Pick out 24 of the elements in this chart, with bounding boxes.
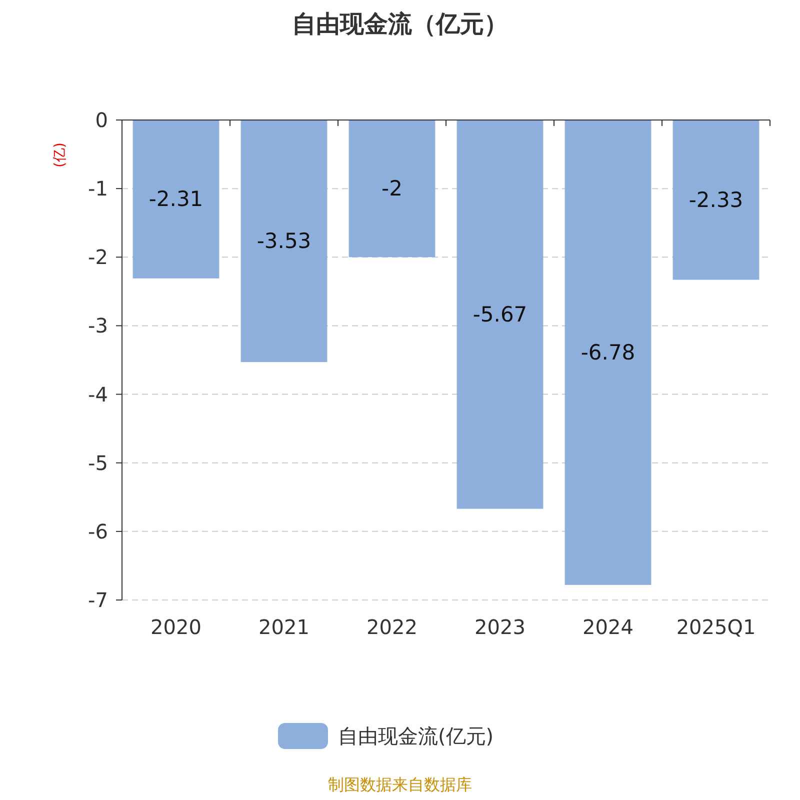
y-tick-label: -2 — [88, 245, 108, 270]
legend-label: 自由现金流(亿元) — [338, 724, 494, 748]
data-label: -2 — [382, 176, 402, 201]
text: 制图数据来自数据库 — [328, 775, 472, 794]
data-label: -2.33 — [688, 188, 744, 212]
y-axis-title: (亿) — [52, 142, 68, 168]
y-tick-label: -6 — [88, 519, 108, 544]
y-tick-label: -7 — [88, 588, 108, 612]
data-label: -3.53 — [256, 229, 312, 254]
y-tick-label: 0 — [95, 108, 108, 132]
y-tick-label: -5 — [88, 450, 108, 475]
chart-title: 自由现金流（亿元） — [292, 10, 508, 38]
x-tick-label: 2020 — [150, 615, 202, 639]
data-label: -5.67 — [472, 302, 528, 326]
y-tick-label: -4 — [88, 382, 108, 406]
x-tick-label: 2022 — [366, 615, 418, 639]
x-tick-label: 2021 — [258, 615, 310, 639]
y-tick-label: -3 — [88, 314, 108, 338]
data-label: -2.31 — [148, 187, 204, 212]
data-label: -6.78 — [580, 340, 636, 364]
x-tick-label: 2025Q1 — [676, 615, 756, 639]
y-tick-label: -1 — [88, 176, 108, 201]
x-tick-label: 2023 — [474, 615, 526, 639]
x-tick-label: 2024 — [582, 615, 634, 639]
